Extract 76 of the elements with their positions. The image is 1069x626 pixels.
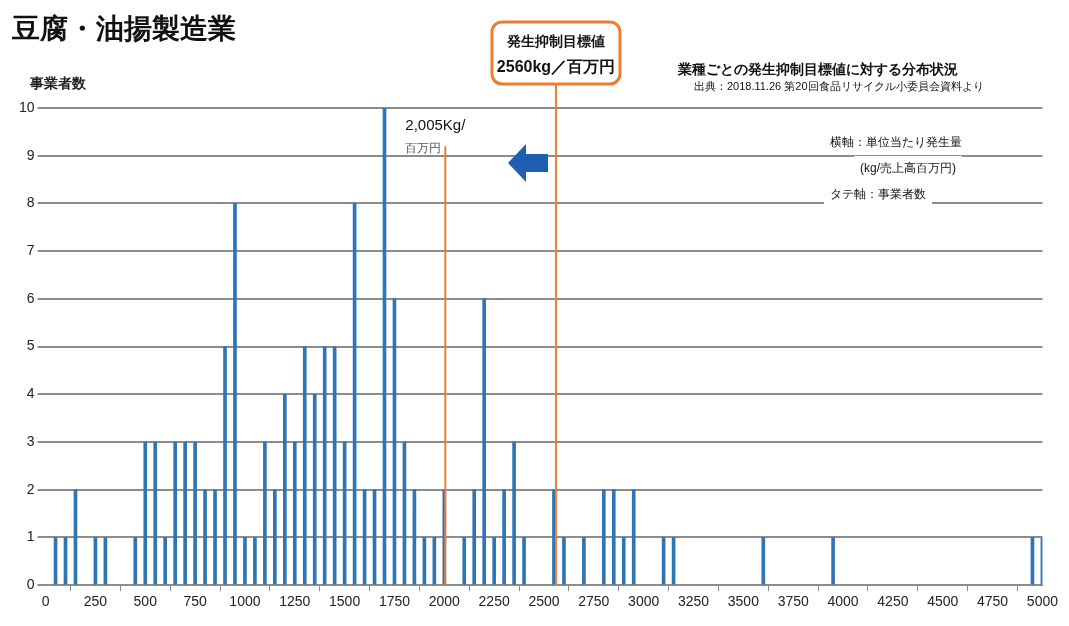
bar [582, 537, 586, 585]
x-tick-label: 5000 [1026, 593, 1059, 610]
bar [133, 537, 138, 585]
bar [153, 441, 158, 585]
bar [213, 489, 217, 585]
bar [282, 393, 287, 585]
x-tick-label: 2500 [528, 593, 560, 610]
bar [611, 489, 616, 585]
bar [273, 489, 277, 585]
x-tick-label: 0 [41, 593, 50, 610]
bar [173, 441, 177, 585]
y-tick-label: 10 [18, 98, 35, 115]
bar [183, 441, 187, 585]
y-tick-label: 2 [26, 480, 35, 497]
bar [472, 489, 477, 585]
source-note: 出典：2018.11.26 第20回食品リサイクル小委員会資料より [694, 80, 984, 92]
bar [203, 489, 207, 585]
y-tick-label: 9 [26, 146, 35, 163]
x-tick-label: 1750 [378, 593, 411, 610]
x-tick-label: 3500 [727, 593, 760, 610]
bar [263, 441, 267, 585]
bar [601, 489, 606, 585]
x-tick-label: 250 [83, 593, 108, 610]
x-tick-label: 2000 [428, 593, 461, 610]
bar [492, 537, 496, 585]
x-tick-label: 3000 [628, 593, 660, 610]
text: 業種ごとの発生抑制目標値に対する分布状況 [677, 61, 958, 77]
bar [193, 441, 197, 585]
x-tick-label: 1500 [329, 593, 361, 610]
chart-title: 豆腐・油揚製造業 [11, 13, 236, 44]
y-tick-label: 8 [26, 194, 35, 211]
x-tick-label: 1250 [279, 593, 311, 610]
x-tick-label: 500 [133, 593, 158, 610]
bar [292, 441, 297, 585]
bar [223, 346, 227, 585]
y-tick-label: 4 [26, 385, 35, 402]
bar [163, 537, 168, 585]
bar [253, 537, 257, 585]
y-axis-title: 事業者数 [29, 75, 87, 91]
ref-line-label: 2,005Kg/ 百万円 [405, 116, 467, 155]
bar [631, 489, 636, 585]
bar [143, 441, 148, 585]
bar [621, 537, 626, 585]
annotation: (kg/売上高百万円) [860, 161, 956, 175]
x-tick-label: 2250 [478, 593, 510, 610]
bar [502, 489, 506, 585]
bar [562, 537, 566, 585]
bar [761, 537, 766, 585]
bar [482, 298, 487, 585]
x-tick-label: 4000 [827, 593, 859, 610]
x-tick-label: 750 [183, 593, 207, 610]
ref-line-label: 発生抑制目標値 2560kg／百万円 [496, 33, 616, 76]
bar [243, 537, 247, 585]
x-tick-label: 3750 [777, 593, 809, 610]
y-tick-label: 0 [26, 576, 35, 593]
bar [462, 537, 467, 585]
annotation: タテ軸：事業者数 [830, 187, 926, 201]
y-tick-label: 5 [26, 337, 35, 354]
bar [233, 203, 237, 585]
x-tick-label: 4250 [877, 593, 909, 610]
bar [522, 537, 526, 585]
x-tick-label: 4750 [977, 593, 1009, 610]
x-tick-label: 3250 [677, 593, 710, 610]
bar [302, 346, 307, 585]
bar [512, 441, 516, 585]
x-tick-label: 1000 [229, 593, 261, 610]
y-tick-label: 3 [26, 432, 35, 449]
x-tick-label: 2750 [578, 593, 610, 610]
y-tick-label: 7 [26, 242, 35, 259]
annotation: 横軸：単位当たり発生量 [830, 135, 962, 149]
bar [312, 393, 317, 585]
x-tick-label: 4500 [927, 593, 959, 610]
bar [831, 537, 835, 585]
y-tick-label: 6 [26, 289, 35, 306]
bar [322, 346, 327, 585]
y-tick-label: 1 [26, 528, 35, 545]
